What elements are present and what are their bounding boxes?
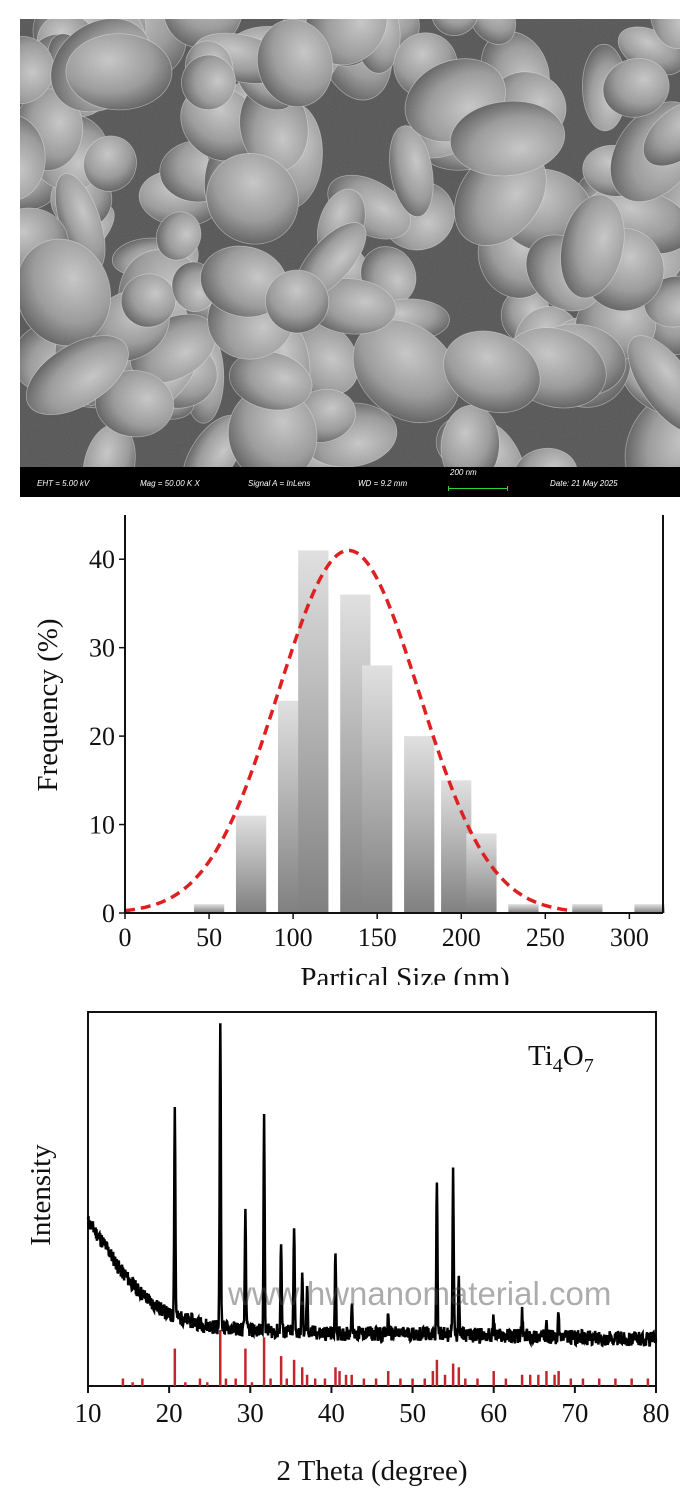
histogram-bar xyxy=(298,550,329,913)
gaussian-fit-curve xyxy=(124,548,570,913)
sem-image xyxy=(20,19,680,467)
histogram-y-tick-label: 10 xyxy=(89,811,115,840)
histogram-x-tick-label: 300 xyxy=(610,923,649,952)
histogram-y-axis-label: Frequency (%) xyxy=(32,618,64,791)
histogram-bar xyxy=(572,904,603,913)
sem-info-bar: EHT = 5.00 kV Mag = 50.00 K X Signal A =… xyxy=(20,467,680,497)
xrd-axes: 10 20 30 40 50 60 70 80 xyxy=(75,1386,670,1428)
sem-eht: EHT = 5.00 kV xyxy=(37,479,90,488)
sem-magnification: Mag = 50.00 K X xyxy=(140,479,200,488)
xrd-y-axis-label: Intensity xyxy=(25,1144,57,1246)
xrd-pattern-line xyxy=(86,1023,658,1348)
xrd-x-tick-label: 10 xyxy=(75,1398,102,1428)
xrd-x-tick-label: 40 xyxy=(318,1398,345,1428)
histogram-x-tick-label: 150 xyxy=(358,923,397,952)
histogram-x-tick-label: 50 xyxy=(196,923,222,952)
xrd-x-tick-label: 60 xyxy=(480,1398,507,1428)
size-histogram-chart: 0 50 100 150 200 250 300 0 10 20 30 40 Frequency (%… xyxy=(32,515,665,985)
watermark: www.hwnanomaterial.com xyxy=(228,1275,612,1312)
reference-peaks xyxy=(121,1329,650,1386)
histogram-y-tick-label: 40 xyxy=(89,545,115,574)
sem-micrograph: EHT = 5.00 kV Mag = 50.00 K X Signal A =… xyxy=(20,19,680,497)
histogram-bar xyxy=(466,833,497,913)
xrd-pattern-chart: 10 20 30 40 50 60 70 80 Ti4O7 Intensity 2 Theta… xyxy=(25,1011,670,1487)
xrd-x-tick-label: 30 xyxy=(237,1398,264,1428)
histogram-bar xyxy=(362,665,393,913)
histogram-x-axis-label: Partical Size (nm) xyxy=(300,962,509,985)
histogram-y-tick-label: 20 xyxy=(89,722,115,751)
histogram-y-tick-label: 30 xyxy=(89,634,115,663)
xrd-x-tick-label: 50 xyxy=(399,1398,426,1428)
sem-date: Date: 21 May 2025 xyxy=(550,479,618,488)
xrd-plot-frame xyxy=(87,1011,657,1387)
histogram-bar xyxy=(634,904,665,913)
sem-scale-bar xyxy=(448,486,508,491)
histogram-bar xyxy=(193,904,225,913)
xrd-x-tick-label: 80 xyxy=(643,1398,670,1428)
sem-signal: Signal A = InLens xyxy=(248,479,311,488)
histogram-y-tick-label: 0 xyxy=(102,899,115,928)
histogram-bar xyxy=(508,904,539,913)
xrd-x-tick-label: 20 xyxy=(156,1398,183,1428)
histogram-axes: 0 50 100 150 200 250 300 0 10 20 30 40 xyxy=(89,515,664,952)
xrd-x-axis-label: 2 Theta (degree) xyxy=(276,1455,467,1487)
histogram-x-tick-label: 100 xyxy=(274,923,313,952)
xrd-x-tick-label: 70 xyxy=(561,1398,588,1428)
histogram-x-tick-label: 0 xyxy=(119,923,132,952)
sem-scale-bar-label: 200 nm xyxy=(450,468,477,477)
histogram-x-tick-label: 200 xyxy=(442,923,481,952)
histogram-bars xyxy=(193,550,665,913)
histogram-bar xyxy=(235,815,267,913)
xrd-legend-label: Ti4O7 xyxy=(528,1040,594,1077)
histogram-x-tick-label: 250 xyxy=(526,923,565,952)
sem-working-distance: WD = 9.2 mm xyxy=(358,479,408,488)
histogram-bar xyxy=(404,736,435,913)
